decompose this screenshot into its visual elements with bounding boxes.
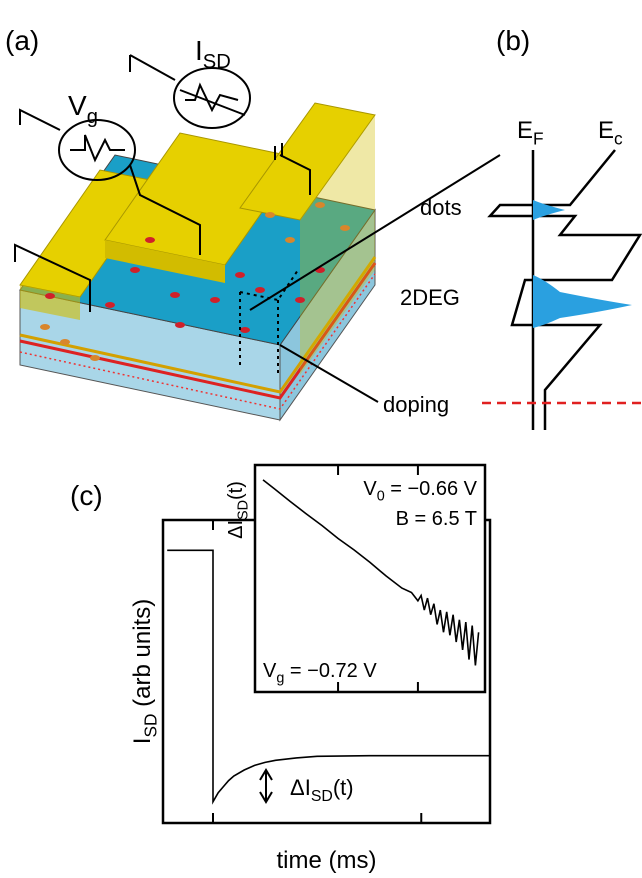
panel-label: (b) [496,25,530,56]
dots-label: dots [420,195,462,220]
panel-label: (a) [5,25,39,56]
y-axis-label-main: ΔI [225,520,247,539]
conduction-label: Ec [598,117,623,149]
y-axis-label-main: I [129,738,156,745]
inset-text-post: = −0.72 V [284,660,377,682]
annotation-sub: SD [311,788,333,805]
fermi-label: EF [517,117,544,149]
current-label-main: I [195,35,203,66]
annotation-main: ΔI [290,775,311,800]
inset-text-sub: 0 [377,489,385,505]
inset-text-sub: g [276,671,284,687]
annotation-post: (t) [333,775,354,800]
band-diagram [482,150,642,430]
inset-text-main: V [263,660,277,682]
2deg-state [533,275,632,328]
figure: (a)(b)(c)ISDVgEFEcdots2DEGdopingtime (ms… [0,0,642,878]
conduction-label-sub: c [614,129,623,149]
inset-text-main: B = 6.5 T [396,508,477,530]
gate-label-sub: g [87,106,98,128]
inset-text-main: V [363,478,377,500]
y-axis-label-sub: SD [236,500,252,520]
fermi-label-sub: F [533,129,544,149]
panel-label: (c) [70,480,103,511]
current-label-sub: SD [203,51,231,73]
gas-label: 2DEG [400,285,460,310]
conduction-band [490,150,640,430]
y-axis-label: ISD (arb units) [129,599,161,744]
inset-text-post: = −0.66 V [385,478,478,500]
inset-text: B = 6.5 T [396,508,477,530]
y-axis-label-sub: SD [141,714,161,738]
x-axis-label: time (ms) [277,847,377,874]
doping-label: doping [383,392,449,417]
conduction-label-main: E [598,117,614,144]
y-axis-label-post: (t) [225,481,247,500]
current-label: ISD [195,35,231,73]
y-axis-label-post: (arb units) [129,599,156,714]
fermi-label-main: E [517,117,533,144]
gate-label-main: V [68,90,87,121]
